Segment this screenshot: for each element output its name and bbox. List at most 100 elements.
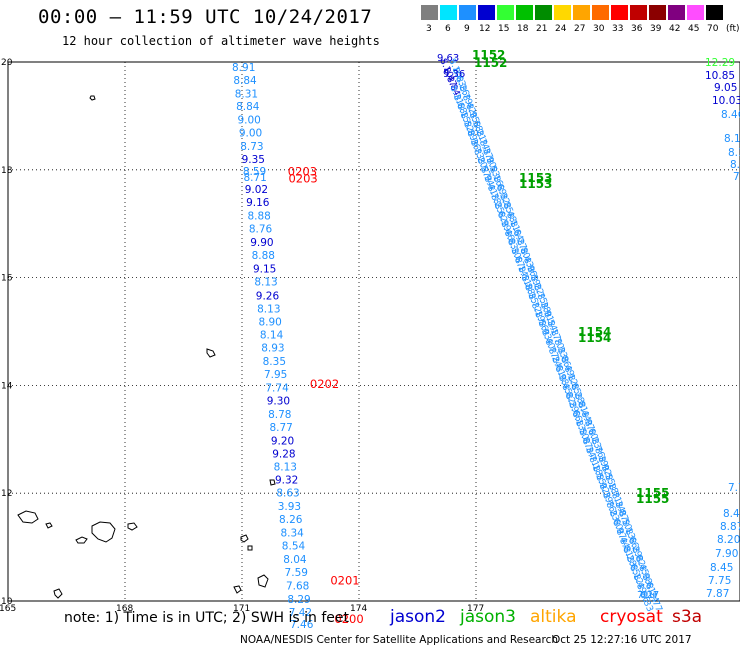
- track1-time-label: 0203: [288, 171, 317, 185]
- track1-wave-value: 8.84: [236, 101, 260, 113]
- legend-swatch: [478, 5, 495, 20]
- track1-wave-value: 8.59: [243, 166, 266, 178]
- right-edge-wave-value: 8.87: [720, 521, 740, 533]
- right-edge-wave-value: 8.20: [717, 534, 740, 546]
- track1-wave-value: 9.16: [246, 197, 270, 209]
- track1-wave-value: 8.04: [283, 554, 307, 566]
- right-edge-wave-value: 10.03: [712, 95, 740, 107]
- right-edge-wave-value: 10.85: [705, 70, 735, 82]
- lon-tick-label: 168: [116, 604, 133, 614]
- track1-wave-value: 9.32: [275, 475, 298, 487]
- right-edge-wave-value: 7.: [733, 171, 740, 183]
- lat-tick-label: 18: [1, 166, 13, 176]
- track2-time-label: 1152: [474, 56, 507, 70]
- right-edge-wave-value: 8.45: [710, 562, 733, 574]
- track2-time-label: 1155: [636, 486, 669, 500]
- track1-wave-value: 8.29: [287, 594, 310, 606]
- track1-wave-value: 9.20: [271, 435, 294, 447]
- legend-label: 36: [631, 24, 643, 34]
- track1-wave-value: 8.93: [261, 343, 284, 355]
- generated-timestamp: Oct 25 12:27:16 UTC 2017: [552, 634, 692, 646]
- track1-wave-value: 8.13: [254, 276, 277, 288]
- right-edge-wave-value: 7.7: [728, 482, 740, 494]
- legend-swatch: [668, 5, 685, 20]
- legend-swatch: [706, 5, 723, 20]
- lon-tick-label: 177: [467, 604, 484, 614]
- credit-text: NOAA/NESDIS Center for Satellite Applica…: [240, 634, 558, 646]
- track2-time-label: 1154: [578, 331, 611, 345]
- legend-label: 15: [498, 24, 510, 34]
- track1-wave-value: 8.31: [235, 88, 258, 100]
- track1-wave-value: 9.28: [272, 448, 295, 460]
- lon-tick-label: 174: [350, 604, 367, 614]
- right-edge-wave-value: 8.1: [728, 147, 740, 159]
- island-outline: [206, 348, 216, 358]
- legend-label: 45: [688, 24, 700, 34]
- lat-tick-label: 12: [1, 489, 12, 499]
- lon-tick-label: 165: [0, 604, 16, 614]
- track2-time-label: 1152: [472, 48, 505, 62]
- track1-wave-value: 8.76: [249, 224, 273, 236]
- track1-wave-value: 7.68: [286, 580, 309, 592]
- track1-wave-value: 8.90: [258, 316, 281, 328]
- track1-wave-value: 9.26: [256, 290, 280, 302]
- track1-wave-value: 8.13: [274, 461, 297, 473]
- island-outline: [127, 522, 138, 531]
- right-edge-wave-value: 7.87: [706, 588, 729, 600]
- island-outline: [53, 588, 63, 599]
- track1-wave-value: 9.90: [250, 237, 273, 249]
- map-frame: [7, 61, 740, 602]
- legend-swatch: [535, 5, 552, 20]
- satellite-altika-label: altika: [530, 607, 577, 627]
- track1-wave-value: 8.77: [269, 422, 292, 434]
- track1-wave-value: 8.54: [282, 540, 306, 552]
- legend-label: 3: [426, 24, 432, 34]
- track2-start-value: 9.63: [437, 53, 459, 64]
- lat-tick-label: 16: [1, 274, 13, 284]
- track1-wave-value: 8.13: [257, 303, 280, 315]
- legend-swatch: [592, 5, 609, 20]
- track1-wave-value: 8.26: [279, 514, 303, 526]
- track1-time-label: 0203: [288, 164, 317, 178]
- track2-time-label: 1153: [519, 177, 552, 191]
- island-outline: [269, 479, 276, 486]
- track1-wave-value: 8.63: [276, 488, 299, 500]
- legend-unit: (ft): [726, 24, 740, 34]
- track1-wave-value: 7.59: [285, 567, 308, 579]
- satellite-jason2-label: jason2: [390, 607, 446, 627]
- legend-label: 12: [479, 24, 491, 34]
- page-title: 00:00 – 11:59 UTC 10/24/2017: [38, 6, 373, 28]
- satellite-s3a-label: s3a: [672, 607, 703, 627]
- track1-time-label: 0201: [330, 573, 359, 587]
- track1-wave-value: 9.15: [253, 263, 276, 275]
- track1-wave-value: 7.46: [290, 619, 314, 631]
- island-outline: [89, 95, 96, 101]
- legend-swatch: [440, 5, 457, 20]
- legend-swatch: [554, 5, 571, 20]
- track1-wave-value: 8.78: [268, 409, 291, 421]
- legend-label: 33: [612, 24, 624, 34]
- right-edge-wave-value: 8.1: [724, 133, 740, 145]
- track1-wave-value: 8.14: [260, 330, 284, 342]
- right-edge-wave-value: 7.75: [708, 575, 731, 587]
- track1-wave-value: 9.00: [237, 115, 260, 127]
- track1-wave-value: 3.93: [278, 501, 301, 513]
- legend-label: 24: [555, 24, 567, 34]
- legend-label: 9: [464, 24, 470, 34]
- island-outline: [240, 534, 249, 543]
- track1-wave-value: 8.34: [280, 528, 304, 540]
- track1-time-label: 0200: [334, 612, 363, 626]
- island-outline: [91, 521, 116, 543]
- legend-swatch: [459, 5, 476, 20]
- legend-swatch: [497, 5, 514, 20]
- legend-swatch: [611, 5, 628, 20]
- right-edge-wave-value: 12.29: [705, 57, 735, 69]
- track2-start-value: 9.36: [443, 69, 465, 80]
- island-outline: [247, 545, 253, 551]
- track1-wave-value: 7.42: [289, 607, 312, 619]
- legend-swatch: [687, 5, 704, 20]
- track1-wave-value: 8.88: [247, 211, 270, 223]
- footer-note: note: 1) Time is in UTC; 2) SWH is in fe…: [64, 610, 350, 626]
